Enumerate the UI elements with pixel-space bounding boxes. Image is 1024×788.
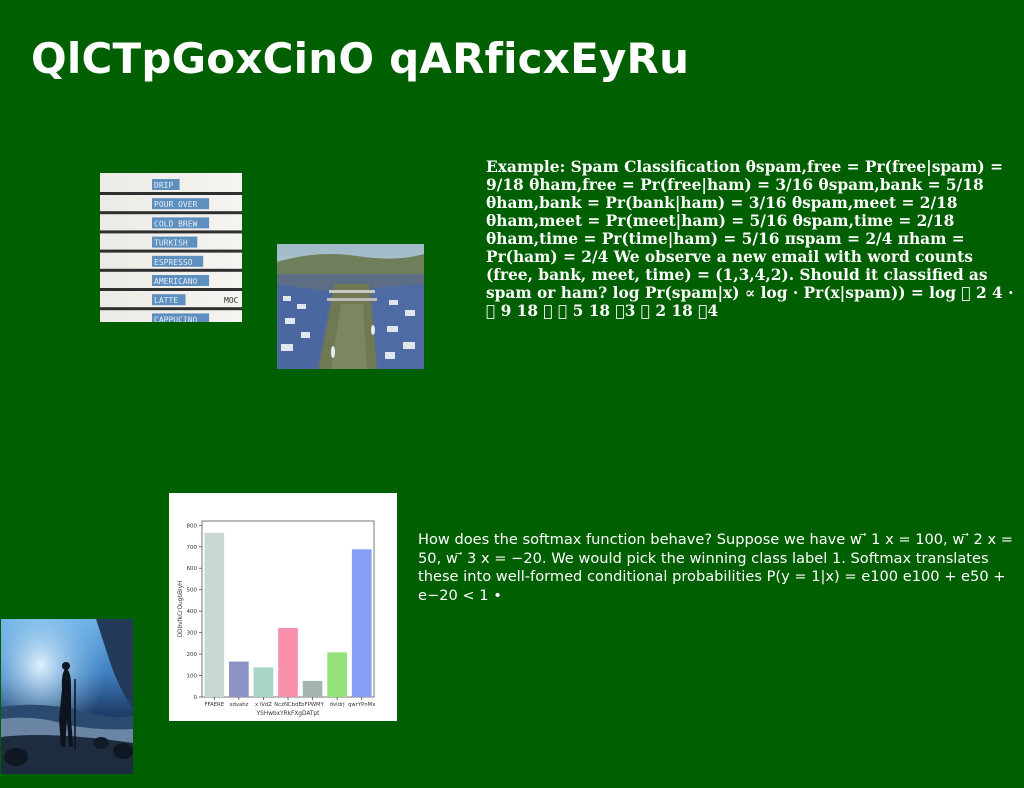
bar xyxy=(204,532,225,697)
y-tick-label: 0 xyxy=(194,695,198,701)
menu-item-text: COLD BREW xyxy=(154,219,198,228)
y-tick-label: 100 xyxy=(187,674,198,680)
beach-figure-image xyxy=(1,619,133,774)
menu-label-tile xyxy=(152,217,210,229)
menu-shelf xyxy=(100,268,242,272)
menu-item-text: LATTE xyxy=(154,296,178,305)
beach-scene xyxy=(1,619,133,774)
x-tick-label: NczNCbdE xyxy=(274,702,302,708)
bar xyxy=(351,549,372,697)
menu-shelf xyxy=(100,230,242,234)
spam-classification-text: Example: Spam Classification θspam,free … xyxy=(486,158,1014,320)
y-tick-label: 600 xyxy=(187,566,198,572)
menu-shelf xyxy=(100,307,242,311)
menu-label-tile xyxy=(152,255,204,267)
x-tick-label: FFAERE xyxy=(204,702,224,708)
bar xyxy=(278,627,298,697)
y-tick-label: 800 xyxy=(187,523,198,529)
menu-shelf xyxy=(100,192,242,195)
y-tick-label: 300 xyxy=(187,631,198,637)
menu-label-tile xyxy=(152,313,210,322)
menu-shelf xyxy=(100,249,242,253)
bar xyxy=(253,667,274,697)
x-tick-label: x lVdZ xyxy=(255,702,272,708)
x-axis-label: YSHwbxYRkFXgDATpt xyxy=(256,711,320,717)
page-title: QlCTpGoxCinO qARficxEyRu xyxy=(31,34,690,83)
menu-item-text: CAPPUCINO xyxy=(154,315,198,322)
bar xyxy=(229,661,249,697)
bar-chart-svg: 0 100 200 300 400 500 600 700 800 FFAERE xdvahz x l… xyxy=(178,520,375,717)
menu-label-tile xyxy=(152,198,210,210)
menu-shelf xyxy=(100,211,242,215)
menu-item-text: TURKISH xyxy=(154,239,188,248)
y-tick-label: 700 xyxy=(187,545,198,551)
y-tick-label: 400 xyxy=(187,609,198,615)
bar-chart: 0 100 200 300 400 500 600 700 800 FFAERE xdvahz x l… xyxy=(169,493,397,721)
softmax-text: How does the softmax function behave? Su… xyxy=(418,531,1013,604)
menu-label-tile xyxy=(152,275,210,286)
menu-item-text: AMERICANO xyxy=(154,277,198,286)
coffee-menu-image: DRIP POUR OVER COLD BREW TURKISH ESPRESSO AME… xyxy=(100,173,242,322)
menu-item-text: DRIP xyxy=(154,181,173,190)
x-tick-label: xdvahz xyxy=(229,702,248,708)
menu-shelf xyxy=(100,288,242,291)
city-river-scene xyxy=(277,254,424,369)
menu-label-tile xyxy=(152,179,180,190)
menu-item-text: POUR OVER xyxy=(154,200,198,209)
y-tick-label: 200 xyxy=(187,652,198,658)
x-tick-label: qwrYPnMx xyxy=(348,702,375,708)
x-tick-label: dvldrj xyxy=(330,702,345,708)
menu-label-tile xyxy=(152,294,186,306)
menu-item-text: ESPRESSO xyxy=(154,258,193,267)
menu-side-label: MOC xyxy=(224,296,239,305)
bar xyxy=(327,652,347,697)
x-tick-label: oFPWMY xyxy=(301,702,324,708)
menu-label-tile xyxy=(152,236,198,248)
y-tick-label: 500 xyxy=(187,588,198,594)
y-axis-label: DDbvfkCrOugbBlyH xyxy=(178,581,184,638)
city-river-image xyxy=(277,244,424,369)
bar xyxy=(302,680,323,697)
coffee-menu-board: DRIP POUR OVER COLD BREW TURKISH ESPRESSO AME… xyxy=(100,179,242,322)
